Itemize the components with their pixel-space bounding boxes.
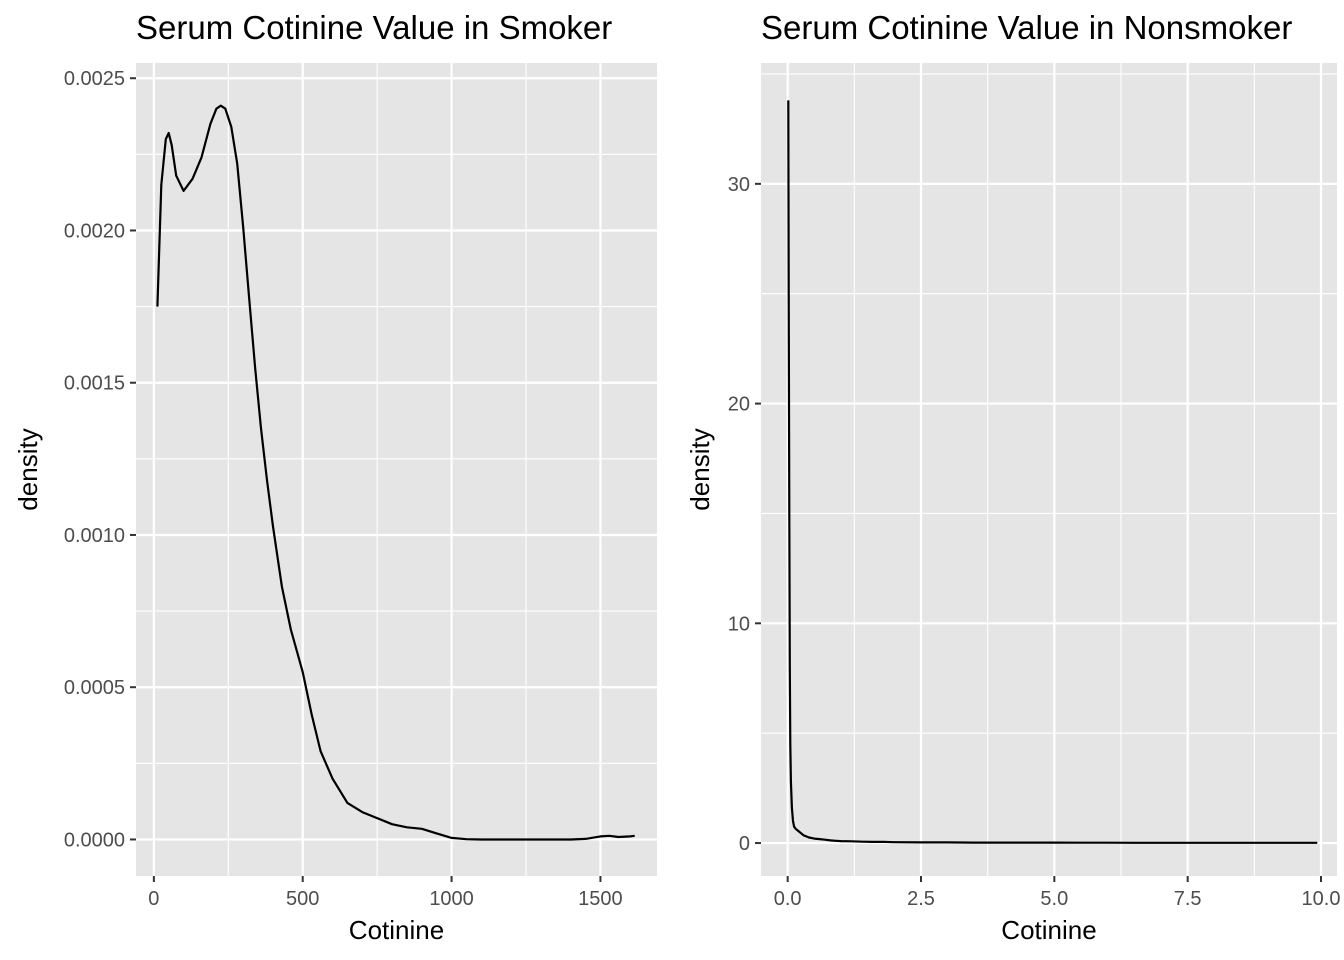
nonsmoker-tick-labels: 0.0 2.5 5.0 7.5 10.0 0 10 20 30	[728, 174, 1341, 910]
smoker-tick-labels: 0 500 1000 1500 0.0000 0.0005 0.0010 0.0015 0.00…	[64, 68, 623, 910]
nonsmoker-y-tick-label: 0	[739, 833, 750, 855]
nonsmoker-y-axis-label: density	[685, 428, 715, 510]
nonsmoker-x-tick-label: 10.0	[1302, 888, 1341, 910]
nonsmoker-density-line	[787, 100, 1318, 844]
smoker-y-tick-label: 0.0020	[64, 220, 125, 242]
smoker-panel-background	[136, 63, 657, 876]
smoker-x-tick-label: 500	[286, 888, 319, 910]
nonsmoker-density-panel: 0.0 2.5 5.0 7.5 10.0 0 10 20 30 Serum Cotinine V…	[685, 9, 1340, 945]
nonsmoker-y-tick-label: 20	[728, 394, 750, 416]
nonsmoker-chart-title: Serum Cotinine Value in Nonsmoker	[761, 9, 1292, 46]
nonsmoker-x-tick-label: 7.5	[1174, 888, 1202, 910]
smoker-y-tick-label: 0.0015	[64, 373, 125, 395]
smoker-x-tick-label: 1000	[429, 888, 474, 910]
nonsmoker-y-tick-label: 30	[728, 174, 750, 196]
smoker-y-tick-label: 0.0000	[64, 829, 125, 851]
nonsmoker-panel-background	[761, 63, 1337, 876]
nonsmoker-y-tick-label: 10	[728, 613, 750, 635]
nonsmoker-x-axis-label: Cotinine	[1001, 915, 1096, 945]
smoker-x-axis-label: Cotinine	[349, 915, 444, 945]
smoker-density-panel: 0 500 1000 1500 0.0000 0.0005 0.0010 0.0015 0.00…	[13, 9, 657, 945]
smoker-x-tick-label: 1500	[578, 888, 623, 910]
smoker-tick-marks	[130, 77, 602, 882]
smoker-density-line	[156, 104, 635, 841]
nonsmoker-x-tick-label: 0.0	[774, 888, 802, 910]
smoker-y-axis-label: density	[13, 428, 43, 510]
smoker-x-tick-label: 0	[148, 888, 159, 910]
smoker-chart-title: Serum Cotinine Value in Smoker	[136, 9, 612, 46]
nonsmoker-tick-marks	[755, 182, 1322, 882]
smoker-y-tick-label: 0.0025	[64, 68, 125, 90]
nonsmoker-x-tick-label: 5.0	[1040, 888, 1068, 910]
smoker-y-tick-label: 0.0010	[64, 525, 125, 547]
smoker-y-tick-label: 0.0005	[64, 677, 125, 699]
nonsmoker-x-tick-label: 2.5	[907, 888, 935, 910]
